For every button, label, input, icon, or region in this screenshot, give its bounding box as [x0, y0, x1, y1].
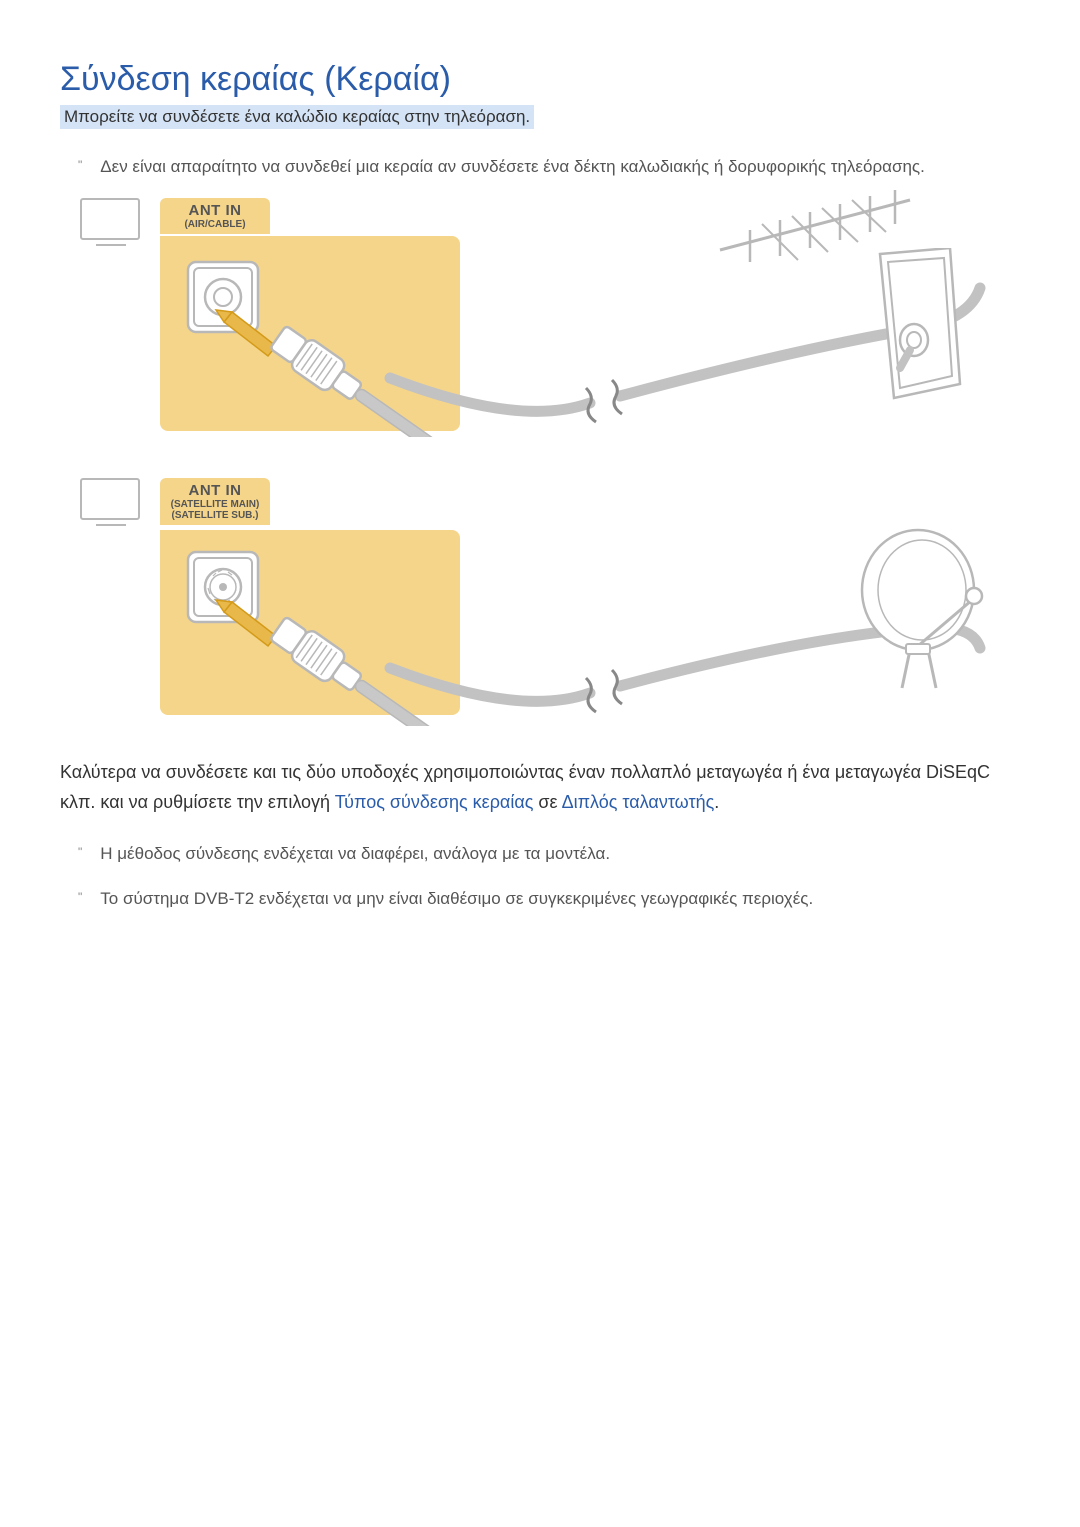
diagram-antenna-aircable: ANT IN (AIR/CABLE) — [60, 198, 1020, 438]
link-antenna-type[interactable]: Τύπος σύνδεσης κεραίας — [335, 792, 534, 812]
tv-icon — [80, 478, 140, 520]
body-paragraph: Καλύτερα να συνδέσετε και τις δύο υποδοχ… — [60, 758, 1020, 817]
note-2: " Η μέθοδος σύνδεσης ενδέχεται να διαφέρ… — [78, 840, 1020, 867]
link-dual-oscillator[interactable]: Διπλός ταλαντωτής — [562, 792, 715, 812]
tv-icon — [80, 198, 140, 240]
para-text-3: . — [714, 792, 719, 812]
note-marker-icon: " — [78, 840, 82, 867]
port-label-title: ANT IN — [170, 202, 260, 219]
port-label-box: ANT IN (SATELLITE MAIN) (SATELLITE SUB.) — [160, 478, 270, 525]
note-3-text: Το σύστημα DVB-T2 ενδέχεται να μην είναι… — [100, 885, 1020, 912]
port-label-box: ANT IN (AIR/CABLE) — [160, 198, 270, 234]
note-1: " Δεν είναι απαραίτητο να συνδεθεί μια κ… — [78, 153, 1020, 180]
note-3: " Το σύστημα DVB-T2 ενδέχεται να μην είν… — [78, 885, 1020, 912]
note-2-text: Η μέθοδος σύνδεσης ενδέχεται να διαφέρει… — [100, 840, 1020, 867]
note-marker-icon: " — [78, 153, 82, 180]
page-title: Σύνδεση κεραίας (Κεραία) — [60, 60, 1020, 99]
port-label-sub: (AIR/CABLE) — [170, 219, 260, 230]
note-marker-icon: " — [78, 885, 82, 912]
note-1-text: Δεν είναι απαραίτητο να συνδεθεί μια κερ… — [100, 153, 1020, 180]
para-text-2: σε — [533, 792, 561, 812]
diagram-antenna-satellite: ANT IN (SATELLITE MAIN) (SATELLITE SUB.) — [60, 478, 1020, 718]
satellite-dish-icon — [840, 528, 990, 698]
port-label-sub2: (SATELLITE SUB.) — [170, 510, 260, 521]
wall-antenna-icon — [870, 248, 970, 408]
page-subtitle: Μπορείτε να συνδέσετε ένα καλώδιο κεραία… — [60, 105, 534, 129]
port-label-sub1: (SATELLITE MAIN) — [170, 499, 260, 510]
port-label-title: ANT IN — [170, 482, 260, 499]
